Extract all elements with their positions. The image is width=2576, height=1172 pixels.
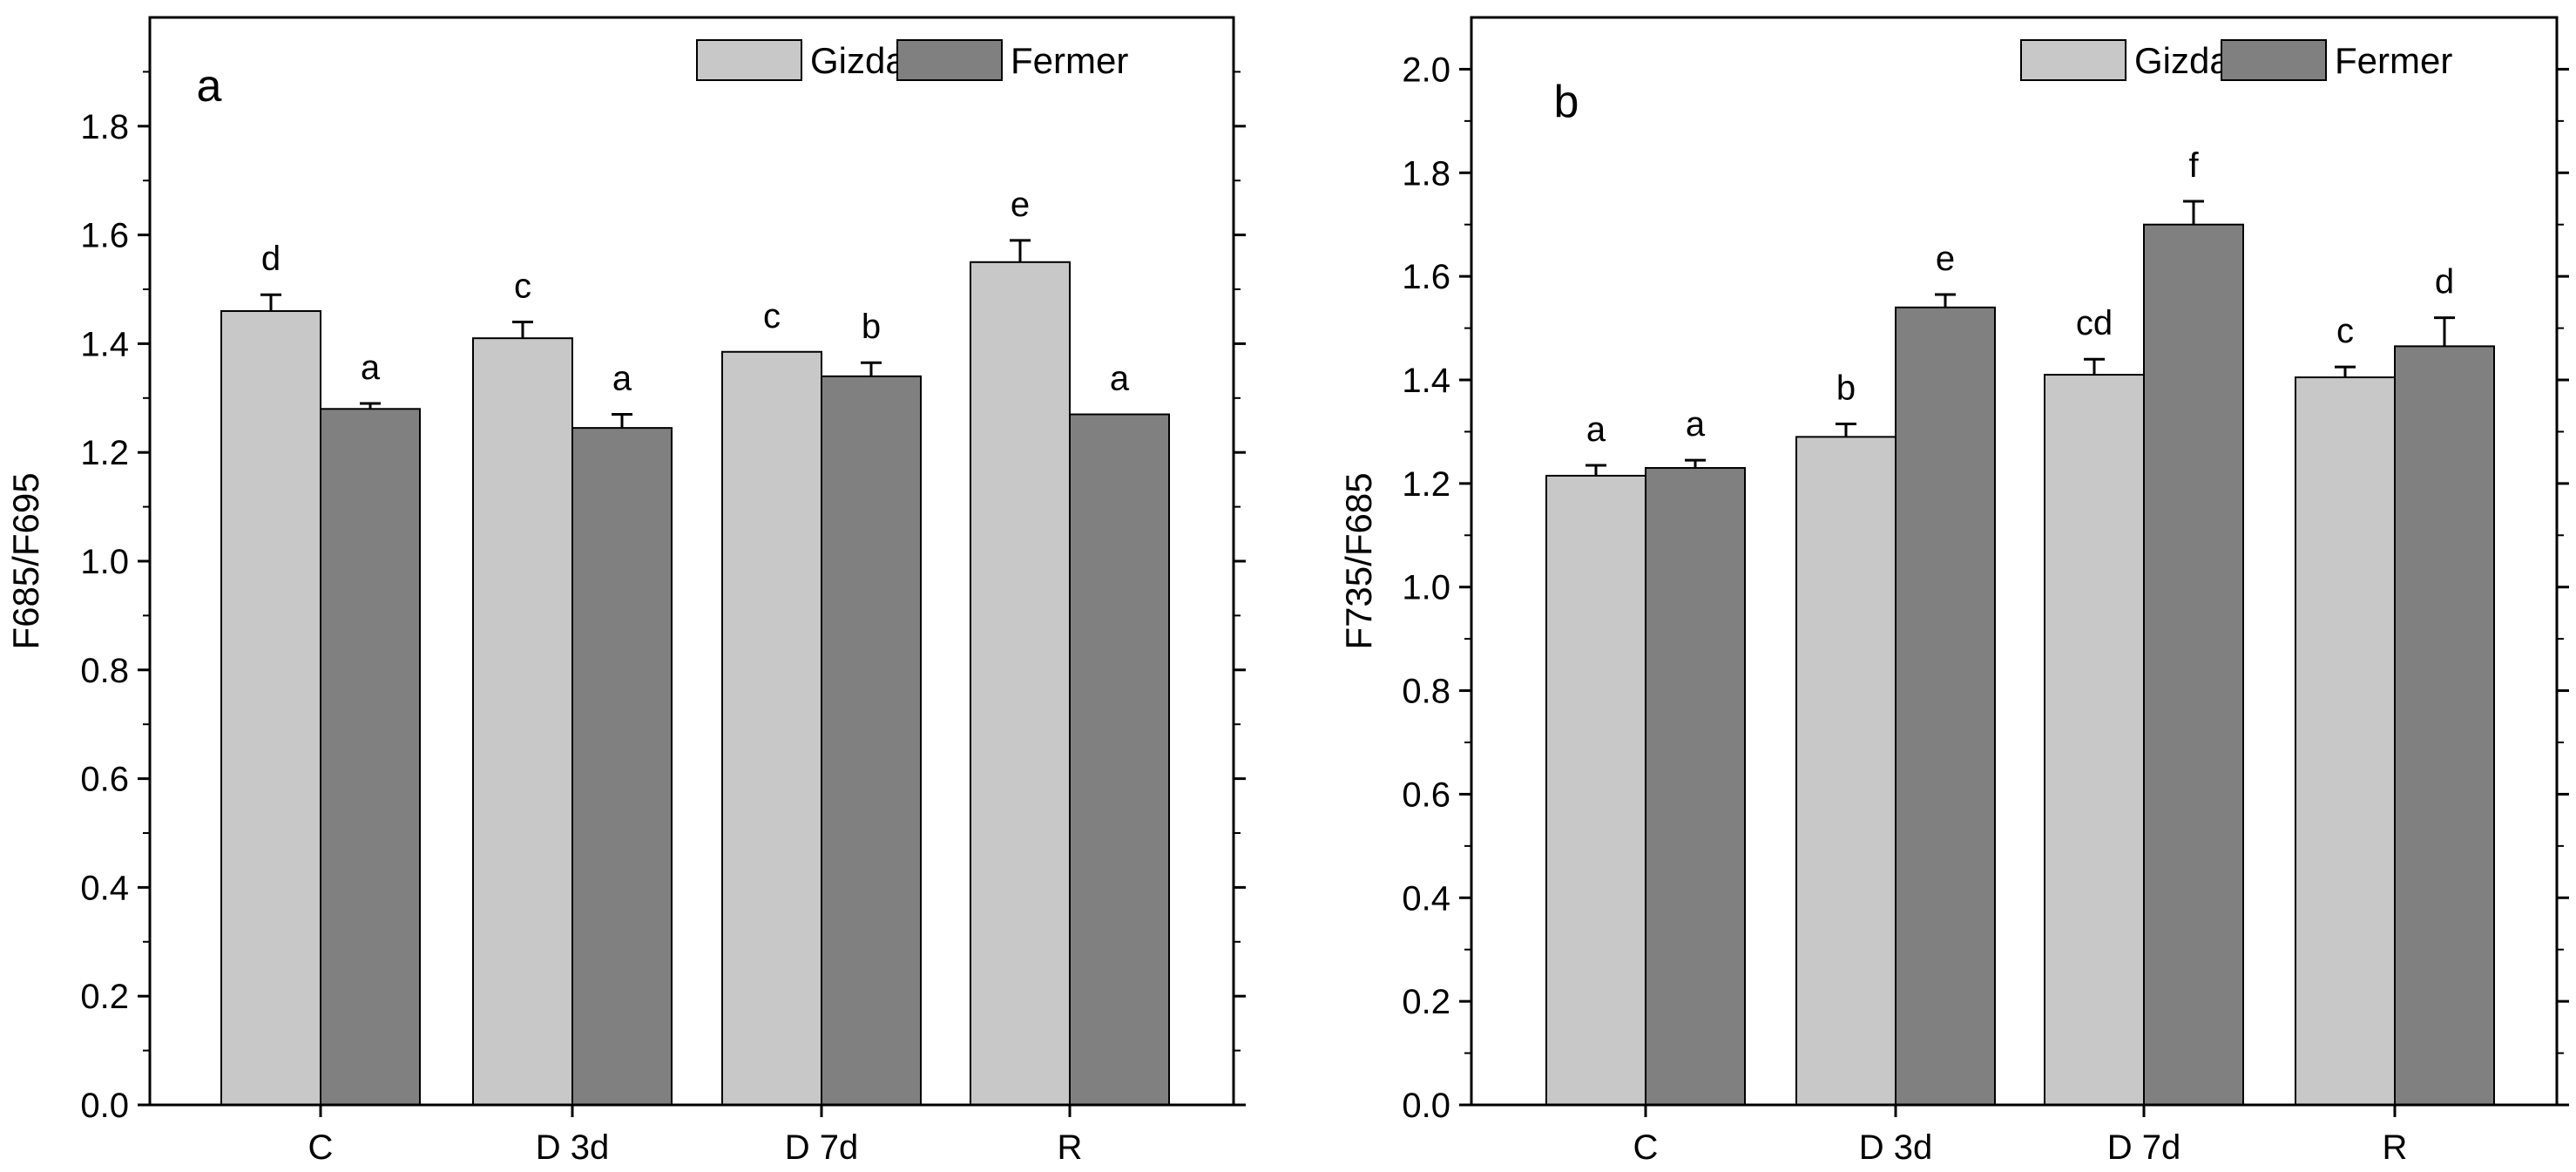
bar-gizda-4	[2295, 376, 2396, 1106]
y-tick-label: 0.2	[1402, 983, 1450, 1021]
bar-fermer-2	[571, 427, 673, 1106]
significance-letter: c	[514, 267, 531, 305]
y-tick-label: 0.4	[1402, 879, 1450, 918]
legend-label-fermer: Fermer	[2335, 40, 2452, 81]
significance-letter: d	[261, 240, 281, 278]
y-tick-label: 1.6	[1402, 258, 1450, 296]
bar-gizda-3	[2044, 374, 2145, 1106]
y-tick-label: 0.6	[1402, 776, 1450, 814]
significance-letter: d	[2435, 263, 2454, 301]
x-tick-label: C	[1633, 1128, 1659, 1167]
y-tick-label: 1.4	[1402, 362, 1450, 400]
x-tick-label: D 3d	[1859, 1128, 1933, 1167]
bar-fermer-3	[2143, 223, 2244, 1106]
y-tick-label: 1.6	[80, 217, 129, 255]
y-tick-label: 2.0	[1402, 51, 1450, 89]
chart-panel-a: d c c e a a b a 0.0 0.2 0.4 0.6 0.8 1.0 1.2 1.4 1.6 1.8 C D…	[5, 16, 1246, 1167]
y-tick-label: 0.0	[1402, 1087, 1450, 1125]
legend-swatch-gizda	[696, 39, 802, 81]
plot-frame	[1470, 16, 2559, 1107]
bar-gizda-1	[220, 309, 321, 1106]
significance-letter: e	[1011, 186, 1030, 224]
bar-gizda-2	[1795, 436, 1897, 1107]
significance-letter: a	[612, 360, 632, 398]
significance-letter: e	[1936, 240, 1955, 278]
y-tick-label: 1.2	[1402, 465, 1450, 504]
significance-letter: c	[763, 297, 781, 335]
x-tick-label: D 7d	[2107, 1128, 2181, 1167]
significance-letter: a	[361, 349, 381, 387]
bar-fermer-4	[1069, 413, 1170, 1106]
significance-letter: cd	[2076, 304, 2113, 342]
y-tick-label: 0.8	[80, 652, 129, 690]
chart-panel-b: a b cd c a e f d 0.0 0.2 0.4 0.6 0.8 1.0 1.2 1.4 1.6 1.8 2…	[1338, 16, 2569, 1167]
y-tick-label: 0.0	[80, 1087, 129, 1125]
y-axis-title: F735/F685	[1338, 472, 1379, 649]
bar-gizda-3	[721, 350, 822, 1106]
bar-gizda-4	[970, 261, 1071, 1106]
legend-label-fermer: Fermer	[1011, 40, 1128, 81]
significance-letter: c	[2336, 312, 2354, 350]
panel-letter: a	[197, 61, 222, 112]
bar-fermer-1	[320, 408, 421, 1106]
y-tick-label: 1.8	[1402, 154, 1450, 193]
bar-fermer-3	[821, 375, 922, 1106]
x-tick-label: R	[1058, 1128, 1083, 1167]
significance-letter: b	[862, 308, 881, 346]
bar-fermer-1	[1645, 467, 1746, 1106]
y-tick-label: 0.4	[80, 869, 129, 907]
y-tick-label: 1.8	[80, 108, 129, 146]
bar-fermer-4	[2394, 345, 2495, 1107]
bar-gizda-2	[472, 337, 573, 1107]
y-axis-title: F685/F695	[5, 472, 46, 649]
y-tick-label: 0.8	[1402, 673, 1450, 711]
legend-label-gizda: Gizda	[2134, 40, 2230, 81]
legend-swatch-gizda	[2020, 39, 2126, 81]
y-tick-label: 1.0	[80, 543, 129, 581]
bar-gizda-1	[1545, 474, 1646, 1106]
y-tick-label: 1.2	[80, 434, 129, 472]
y-tick-label: 1.4	[80, 325, 129, 363]
significance-letter: a	[1110, 360, 1130, 398]
significance-letter: b	[1836, 369, 1856, 408]
significance-letter: a	[1686, 405, 1706, 444]
y-tick-label: 0.6	[80, 761, 129, 799]
bar-fermer-2	[1895, 306, 1996, 1106]
panel-letter: b	[1554, 77, 1579, 127]
y-tick-label: 0.2	[80, 978, 129, 1016]
significance-letter: f	[2188, 146, 2199, 185]
x-tick-label: R	[2383, 1128, 2408, 1167]
significance-letter: a	[1586, 410, 1606, 449]
y-tick-label: 1.0	[1402, 569, 1450, 607]
x-tick-label: D 7d	[785, 1128, 859, 1167]
legend-swatch-fermer	[896, 39, 1003, 81]
legend-label-gizda: Gizda	[810, 40, 906, 81]
legend-swatch-fermer	[2221, 39, 2327, 81]
x-tick-label: D 3d	[536, 1128, 610, 1167]
x-tick-label: C	[308, 1128, 334, 1167]
